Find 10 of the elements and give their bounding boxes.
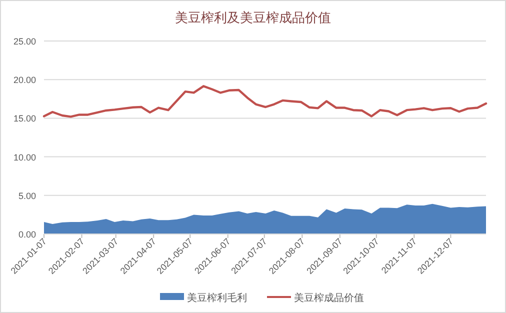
y-tick-label: 10.00 — [13, 152, 36, 162]
chart-title: 美豆榨利及美豆榨成品价值 — [175, 10, 331, 26]
line-series — [42, 85, 488, 118]
y-tick-label: 15.00 — [13, 114, 36, 124]
y-tick-label: 0.00 — [18, 230, 36, 240]
y-tick-label: 5.00 — [18, 190, 36, 201]
legend-label: 美豆榨成品价值 — [294, 292, 364, 304]
y-tick-label: 20.00 — [13, 75, 36, 86]
y-tick-label: 25.00 — [13, 36, 36, 46]
legend-label: 美豆榨利毛利 — [187, 292, 247, 304]
